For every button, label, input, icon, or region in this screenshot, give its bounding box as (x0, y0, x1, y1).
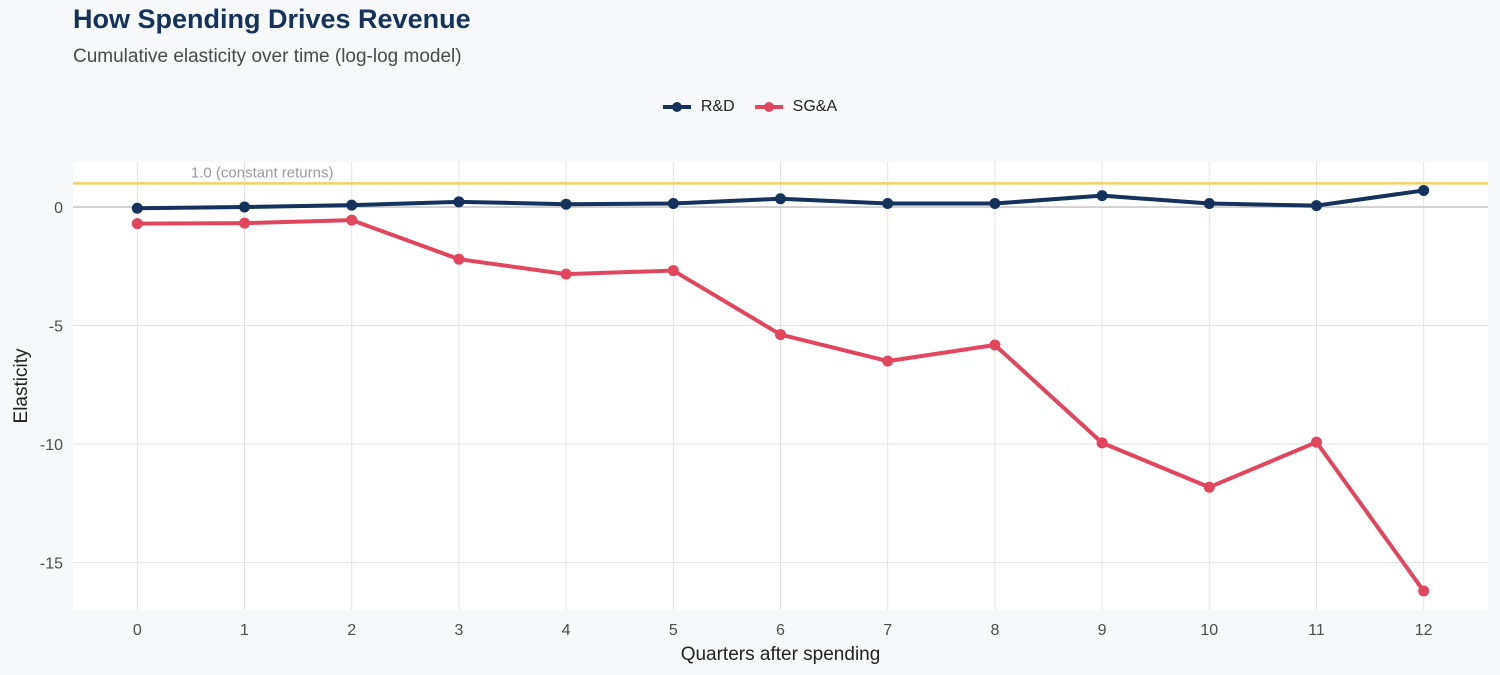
x-tick-label: 8 (990, 622, 999, 639)
x-tick-label: 11 (1308, 622, 1325, 639)
data-point-sga (453, 253, 465, 265)
data-point-rd (1310, 200, 1322, 212)
data-point-rd (882, 197, 894, 209)
data-point-sga (775, 329, 786, 341)
data-point-sga (560, 268, 572, 280)
y-axis-title: Elasticity (11, 348, 32, 423)
data-point-sga (1203, 481, 1215, 493)
x-tick-label: 2 (347, 622, 356, 639)
data-point-rd (989, 197, 1001, 209)
data-point-sga (1310, 436, 1322, 448)
legend-key-sga (754, 102, 783, 112)
data-point-rd (775, 193, 786, 205)
reference-line-label: 1.0 (constant returns) (191, 164, 334, 181)
x-tick-label: 10 (1200, 622, 1218, 639)
data-point-rd (346, 199, 358, 211)
data-point-sga (1418, 585, 1430, 597)
data-point-rd (667, 197, 679, 209)
y-tick-label: 0 (54, 200, 63, 217)
x-axis-title: Quarters after spending (681, 644, 881, 665)
data-point-rd (1418, 184, 1430, 196)
legend-item-rd: R&D (662, 97, 735, 117)
legend: R&D SG&A (0, 97, 1500, 117)
legend-key-rd (662, 102, 691, 112)
x-tick-label: 5 (669, 622, 678, 639)
x-tick-label: 6 (776, 622, 785, 639)
legend-label-sga: SG&A (792, 98, 838, 115)
x-tick-label: 9 (1098, 622, 1107, 639)
data-point-sga (989, 339, 1001, 351)
data-point-sga (882, 355, 894, 367)
data-point-sga (1096, 437, 1108, 449)
x-tick-label: 12 (1415, 622, 1433, 639)
data-point-rd (239, 201, 251, 213)
data-point-sga (239, 217, 251, 229)
x-tick-label: 3 (454, 622, 463, 639)
y-tick-label: -5 (49, 319, 63, 336)
x-tick-label: 0 (133, 622, 142, 639)
data-point-rd (1096, 190, 1108, 202)
chart-subtitle: Cumulative elasticity over time (log-log… (73, 46, 462, 67)
x-tick-label: 4 (562, 622, 571, 639)
y-tick-label: -15 (40, 556, 63, 573)
legend-label-rd: R&D (700, 98, 735, 115)
data-point-sga (131, 218, 143, 230)
x-tick-label: 1 (240, 622, 249, 639)
data-point-rd (1203, 197, 1215, 209)
chart-title: How Spending Drives Revenue (73, 4, 471, 34)
x-tick-label: 7 (883, 622, 892, 639)
data-point-rd (453, 196, 465, 208)
data-point-sga (346, 214, 358, 226)
legend-item-sga: SG&A (754, 97, 838, 117)
data-point-rd (560, 198, 572, 210)
data-point-rd (131, 202, 143, 214)
y-tick-label: -10 (40, 437, 63, 454)
data-point-sga (667, 265, 679, 277)
